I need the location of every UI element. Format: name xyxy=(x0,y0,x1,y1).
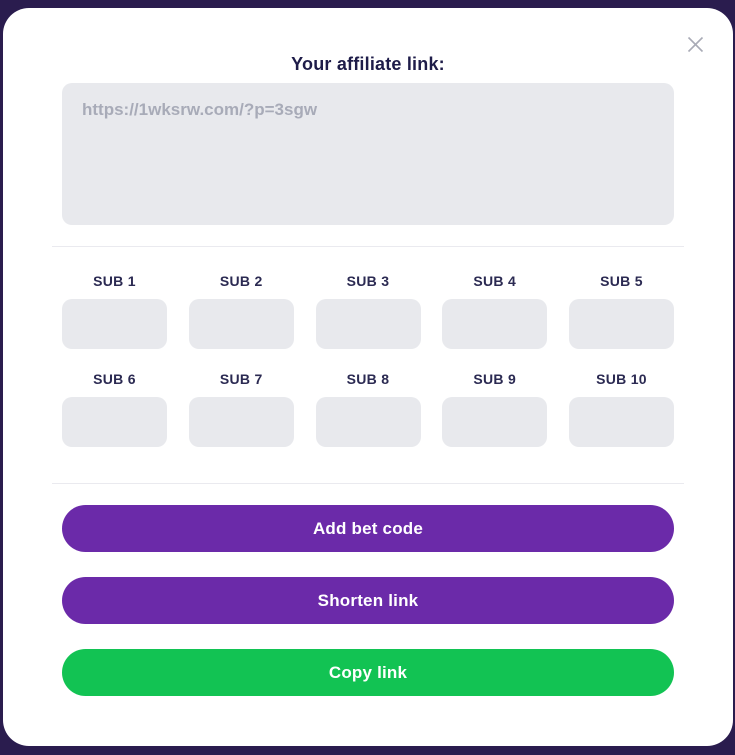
sub-field-label: SUB 5 xyxy=(600,273,643,289)
sub-field-input-2[interactable] xyxy=(188,299,294,349)
sub-field-label: SUB 7 xyxy=(219,371,263,387)
sub-field-input-1[interactable] xyxy=(62,299,167,349)
sub-field-label: SUB 10 xyxy=(596,371,647,387)
sub-field-1: SUB 1 xyxy=(62,273,167,349)
sub-field-input-6[interactable] xyxy=(62,397,167,447)
sub-field-input-3[interactable] xyxy=(315,299,421,349)
sub-field-label: SUB 4 xyxy=(473,273,517,289)
sub-field-input-9[interactable] xyxy=(442,397,548,447)
sub-field-input-4[interactable] xyxy=(442,299,548,349)
sub-field-6: SUB 6 xyxy=(62,371,167,447)
add-bet-code-button[interactable]: Add bet code xyxy=(62,505,674,552)
modal-title: Your affiliate link: xyxy=(291,54,445,74)
close-icon xyxy=(687,36,704,53)
sub-field-5: SUB 5 xyxy=(569,273,674,349)
sub-fields-grid: SUB 1 SUB 2 SUB 3 SUB 4 SUB 5 xyxy=(62,273,674,447)
sub-field-9: SUB 9 xyxy=(442,371,548,447)
sub-field-label: SUB 8 xyxy=(346,371,390,387)
sub-field-label: SUB 3 xyxy=(346,273,390,289)
sub-field-label: SUB 6 xyxy=(93,371,136,387)
sub-field-input-7[interactable] xyxy=(188,397,294,447)
sub-field-input-10[interactable] xyxy=(569,397,674,447)
affiliate-link-modal: Your affiliate link: SUB 1 SUB 2 SUB 3 S xyxy=(3,8,733,746)
sub-field-label: SUB 1 xyxy=(93,273,136,289)
divider-top xyxy=(52,246,684,247)
sub-field-label: SUB 2 xyxy=(219,273,263,289)
modal-content: Your affiliate link: SUB 1 SUB 2 SUB 3 S xyxy=(3,8,733,696)
copy-link-button[interactable]: Copy link xyxy=(62,649,674,696)
close-button[interactable] xyxy=(683,32,707,56)
sub-field-input-8[interactable] xyxy=(315,397,421,447)
sub-field-10: SUB 10 xyxy=(569,371,674,447)
sub-field-label: SUB 9 xyxy=(473,371,517,387)
shorten-link-button[interactable]: Shorten link xyxy=(62,577,674,624)
sub-field-2: SUB 2 xyxy=(188,273,294,349)
affiliate-link-textarea[interactable] xyxy=(62,83,674,225)
sub-field-8: SUB 8 xyxy=(315,371,421,447)
sub-field-input-5[interactable] xyxy=(569,299,674,349)
sub-field-7: SUB 7 xyxy=(188,371,294,447)
sub-field-3: SUB 3 xyxy=(315,273,421,349)
sub-field-4: SUB 4 xyxy=(442,273,548,349)
divider-bottom xyxy=(52,483,684,484)
